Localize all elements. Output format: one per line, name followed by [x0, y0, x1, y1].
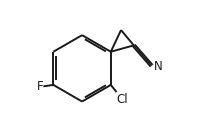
- Text: F: F: [37, 80, 44, 93]
- Text: Cl: Cl: [116, 93, 128, 106]
- Text: N: N: [153, 60, 162, 73]
